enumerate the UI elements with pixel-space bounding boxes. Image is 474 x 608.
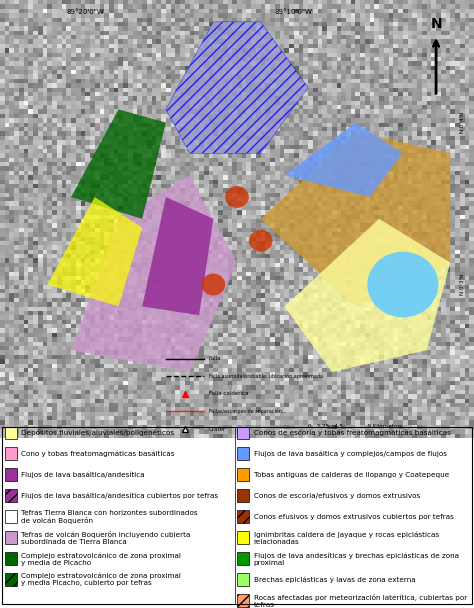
Text: Complejo estratovolcánico de zona proximal
y media de Picacho: Complejo estratovolcánico de zona proxim…	[21, 552, 181, 565]
FancyBboxPatch shape	[5, 511, 17, 523]
FancyBboxPatch shape	[237, 427, 249, 439]
Polygon shape	[166, 22, 308, 153]
FancyBboxPatch shape	[237, 595, 249, 607]
Text: Tefras de volcán Boquerón incluyendo cubierta
subordinada de Tierra Blanca: Tefras de volcán Boquerón incluyendo cub…	[21, 531, 191, 545]
Circle shape	[201, 274, 225, 295]
Polygon shape	[284, 123, 403, 197]
Text: Fallas/escarpes de separación...: Fallas/escarpes de separación...	[209, 409, 286, 414]
FancyBboxPatch shape	[237, 511, 249, 523]
Circle shape	[249, 230, 273, 252]
FancyBboxPatch shape	[5, 447, 17, 460]
Text: Flujos de lava andesíticas y brechas epiclásticas de zona proximal: Flujos de lava andesíticas y brechas epi…	[254, 552, 458, 565]
Text: 89°10'0"W: 89°10'0"W	[275, 9, 313, 15]
Text: 0   2,25   4,5              9 Kilómetros: 0 2,25 4,5 9 Kilómetros	[308, 424, 402, 429]
Text: Falla: Falla	[209, 356, 221, 362]
Text: Depósitos fluviales/aluviales/poligenéticos: Depósitos fluviales/aluviales/poligenéti…	[21, 429, 174, 437]
Text: Falla asumida/probable, ubicación aproximada: Falla asumida/probable, ubicación aproxi…	[209, 374, 323, 379]
Polygon shape	[47, 197, 142, 306]
FancyBboxPatch shape	[5, 531, 17, 544]
FancyBboxPatch shape	[237, 489, 249, 502]
Polygon shape	[261, 131, 450, 306]
Ellipse shape	[367, 252, 438, 317]
FancyBboxPatch shape	[5, 469, 17, 482]
Text: Tobas antiguas de calderas de Ilopango y Coatepeque: Tobas antiguas de calderas de Ilopango y…	[254, 472, 449, 478]
Text: N: N	[430, 16, 442, 30]
FancyBboxPatch shape	[237, 552, 249, 565]
Text: Flujos de lava basáltica y complejos/campos de flujos: Flujos de lava basáltica y complejos/cam…	[254, 451, 447, 457]
Text: Conos de escoria y tobas freatomagmáticas basálticas: Conos de escoria y tobas freatomagmática…	[254, 430, 450, 436]
Text: Conos de escoria/efusivos y domos extrusivos: Conos de escoria/efusivos y domos extrus…	[254, 493, 420, 499]
Polygon shape	[142, 197, 213, 315]
Text: Flujos de lava basáltica/andesítica cubiertos por tefras: Flujos de lava basáltica/andesítica cubi…	[21, 492, 219, 499]
FancyBboxPatch shape	[5, 573, 17, 586]
Polygon shape	[71, 109, 166, 219]
Text: Falla calderica: Falla calderica	[209, 392, 248, 396]
Text: Conos efusivos y domos extrusivos cubiertos por tefras: Conos efusivos y domos extrusivos cubier…	[254, 514, 454, 520]
FancyBboxPatch shape	[237, 447, 249, 460]
FancyBboxPatch shape	[237, 531, 249, 544]
Text: Rocas afectadas por meteorización laterítica, cubiertas por tefras: Rocas afectadas por meteorización laterí…	[254, 593, 467, 608]
Text: Flujos de lava basáltica/andesítica: Flujos de lava basáltica/andesítica	[21, 472, 145, 478]
Polygon shape	[284, 219, 450, 372]
Polygon shape	[71, 175, 237, 372]
Text: Cono y tobas freatomagmáticas basálticas: Cono y tobas freatomagmáticas basálticas	[21, 451, 175, 457]
FancyBboxPatch shape	[5, 552, 17, 565]
FancyBboxPatch shape	[5, 427, 17, 439]
Text: N 0°4'N: N 0°4'N	[459, 112, 465, 133]
FancyBboxPatch shape	[237, 573, 249, 586]
Text: Ignimbritas caldera de Jayaque y rocas epiclásticas relacionadas: Ignimbritas caldera de Jayaque y rocas e…	[254, 531, 439, 545]
Text: Brechas epiclásticas y lavas de zona externa: Brechas epiclásticas y lavas de zona ext…	[254, 576, 415, 583]
Text: Complejo estratovolcánico de zona proximal
y media Picacho, cubierto por tefras: Complejo estratovolcánico de zona proxim…	[21, 573, 181, 587]
Text: Crater: Crater	[209, 426, 226, 432]
FancyBboxPatch shape	[5, 489, 17, 502]
Circle shape	[225, 186, 249, 208]
Text: 89°20'0"W: 89°20'0"W	[66, 9, 104, 15]
Text: N 0°3'N: N 0°3'N	[459, 274, 465, 295]
Text: Tefras Tierra Blanca con horizontes subordinados
de volcán Boquerón: Tefras Tierra Blanca con horizontes subo…	[21, 510, 198, 524]
FancyBboxPatch shape	[237, 469, 249, 482]
